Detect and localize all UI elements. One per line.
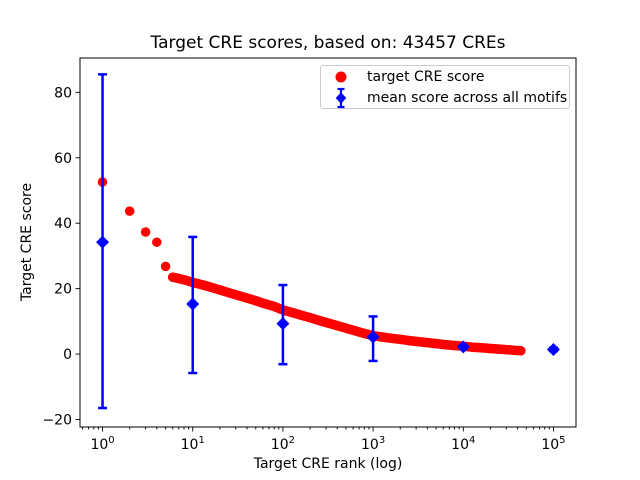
target-score-point xyxy=(431,338,441,349)
mean-score-point xyxy=(366,330,380,344)
legend-label: mean score across all motifs xyxy=(367,89,568,106)
target-score-point xyxy=(323,318,333,328)
target-score-point xyxy=(494,344,505,354)
legend: target CRE score mean score across all m… xyxy=(320,65,570,109)
y-tick-label: 60 xyxy=(54,151,72,167)
target-score-point xyxy=(242,293,252,303)
chart-title: Target CRE scores, based on: 43457 CREs xyxy=(150,33,506,53)
plot-background xyxy=(80,58,576,427)
target-score-point xyxy=(359,328,369,339)
target-score-point xyxy=(223,287,234,298)
circle-marker-icon xyxy=(323,66,359,88)
y-tick-label: −20 xyxy=(42,412,72,428)
legend-label: target CRE score xyxy=(367,68,485,85)
diamond-errorbar-marker-icon xyxy=(323,87,359,109)
legend-item-target-score: target CRE score xyxy=(323,66,567,87)
target-score-point xyxy=(140,227,151,237)
target-score-point xyxy=(422,337,432,348)
target-score-point xyxy=(124,206,135,216)
target-score-point xyxy=(268,301,279,312)
target-score-point xyxy=(386,333,396,344)
plot-frame xyxy=(79,57,577,428)
mean-score-point xyxy=(546,342,560,356)
x-tick-label: 103 xyxy=(361,435,385,453)
target-score-point xyxy=(152,237,162,247)
target-score-point xyxy=(206,282,216,293)
target-score-point xyxy=(160,261,171,272)
y-tick-label: 20 xyxy=(54,282,72,298)
y-axis-label: Target CRE score xyxy=(19,182,35,302)
target-score-point xyxy=(467,342,478,352)
series-target-cre-score xyxy=(97,177,526,356)
target-score-point xyxy=(341,323,351,333)
x-axis-label: Target CRE rank (log) xyxy=(253,456,403,472)
target-score-point xyxy=(440,339,450,350)
mean-score-point xyxy=(276,317,290,331)
legend-item-mean-score: mean score across all motifs xyxy=(323,87,567,108)
target-score-point xyxy=(503,345,514,355)
target-score-point xyxy=(260,298,270,309)
target-score-point xyxy=(215,285,225,295)
series-mean-score xyxy=(96,73,560,410)
target-score-point xyxy=(251,295,261,306)
mean-score-point xyxy=(186,297,200,311)
target-score-point xyxy=(305,312,315,323)
target-score-point xyxy=(198,280,208,290)
x-tick-label: 105 xyxy=(541,435,565,453)
target-score-point xyxy=(287,307,297,318)
y-tick-label: 40 xyxy=(54,216,72,232)
target-score-point xyxy=(377,332,387,342)
target-score-point xyxy=(314,315,324,326)
target-score-point xyxy=(332,320,342,331)
target-score-point xyxy=(449,340,460,351)
y-tick-labels: −20 0 20 40 60 80 xyxy=(42,85,72,428)
target-score-point xyxy=(404,335,414,346)
target-score-point xyxy=(350,326,360,336)
target-score-point xyxy=(233,290,244,301)
target-score-point xyxy=(476,343,487,353)
x-tick-label: 101 xyxy=(181,435,205,453)
x-tick-label: 102 xyxy=(271,435,295,453)
mean-score-point xyxy=(96,235,110,249)
y-tick-label: 0 xyxy=(63,347,72,363)
x-tick-label: 100 xyxy=(90,435,114,453)
target-score-point xyxy=(413,336,423,347)
mean-score-point xyxy=(456,340,470,354)
target-score-point xyxy=(395,334,405,345)
x-tick-labels: 100 101 102 103 104 105 xyxy=(90,435,565,453)
target-score-point xyxy=(296,310,306,320)
target-score-point xyxy=(516,346,526,356)
target-score-point xyxy=(485,343,496,354)
x-tick-label: 104 xyxy=(451,435,475,453)
y-tick-label: 80 xyxy=(54,85,72,101)
